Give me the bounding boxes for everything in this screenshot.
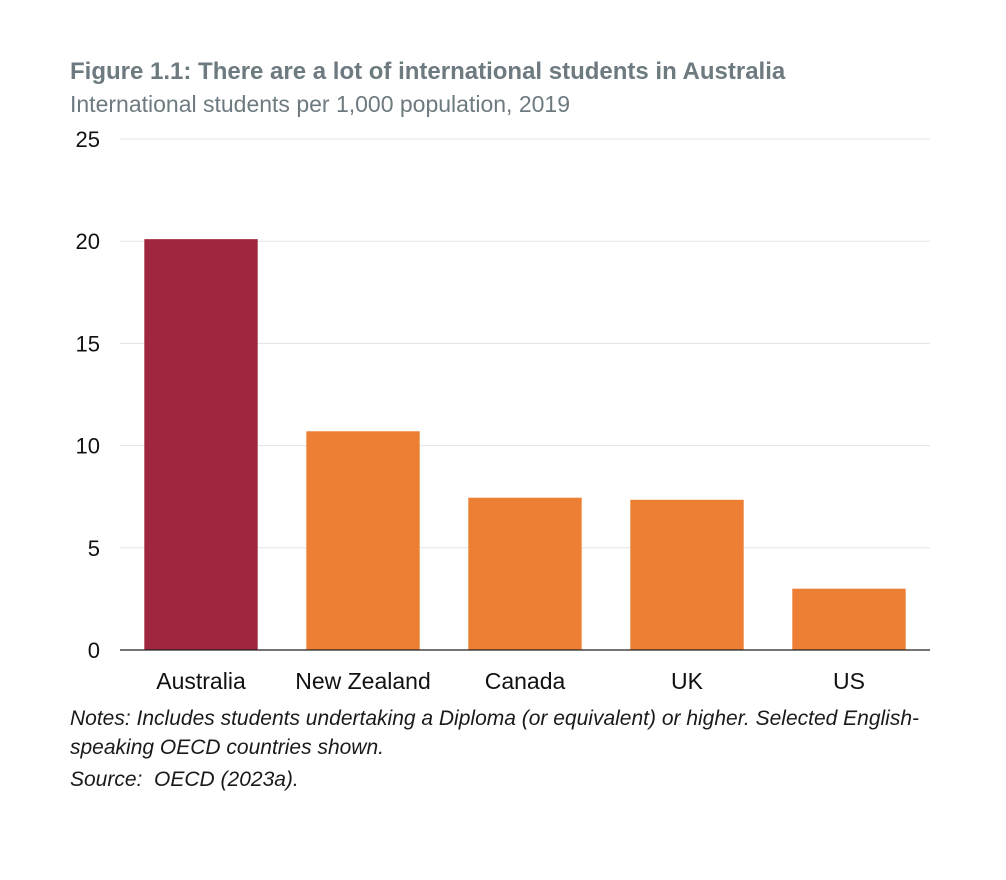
x-tick-label: Canada [485,668,566,694]
x-tick-label: Australia [156,668,246,694]
y-tick-label: 5 [88,536,100,561]
bar [792,588,906,650]
y-tick-label: 0 [88,638,100,663]
bar [468,497,582,650]
bar-chart: 0 5 10 15 20 25 Australia New Zealand Canada UK US [76,127,930,694]
chart-subtitle: International students per 1,000 populat… [70,91,570,117]
bar [630,499,744,650]
bar [144,239,258,650]
chart-source: Source: OECD (2023a). [70,768,299,791]
chart-notes: Notes: Includes students undertaking a D… [70,707,920,759]
y-tick-label: 15 [76,331,100,356]
y-tick-label: 10 [76,434,100,459]
bar [306,431,420,650]
x-tick-label: US [833,668,865,694]
chart-title: Figure 1.1: There are a lot of internati… [70,58,786,85]
x-tick-label: New Zealand [295,668,431,694]
y-tick-label: 25 [76,127,100,152]
x-tick-label: UK [671,668,704,694]
y-tick-label: 20 [76,229,100,254]
